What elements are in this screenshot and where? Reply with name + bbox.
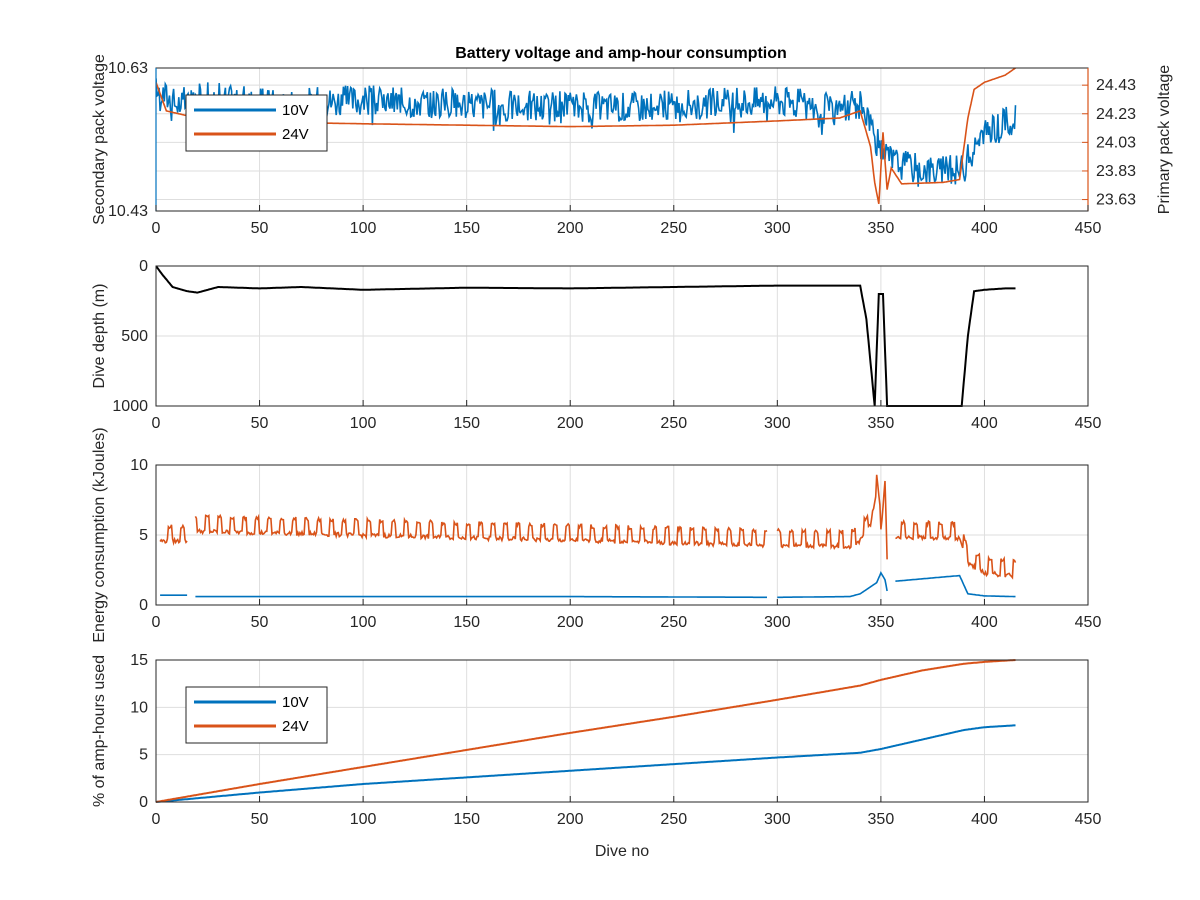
x-tick-label: 100 [350,220,377,237]
y-tick-label: 10 [130,457,148,474]
y2-axis-label: Primary pack voltage [1156,65,1173,214]
x-tick-label: 450 [1075,220,1102,237]
series-line-24v [159,474,1017,580]
x-tick-label: 400 [971,415,998,432]
subplot-1: 0 50 100 150 200 250 300 350 400 450 10.43 10.63 23.… [91,54,1173,237]
x-tick-label: 450 [1075,415,1102,432]
axes-box [155,265,1089,407]
x-tick-label: 200 [557,614,584,631]
x-tick-label: 100 [350,614,377,631]
x-tick-label: 0 [152,811,161,828]
y-tick-label: 0 [139,794,148,811]
x-tick-label: 350 [868,614,895,631]
x-tick-label: 250 [660,220,687,237]
y-tick-label: 10.63 [108,60,148,77]
legend-box [185,94,328,152]
x-tick-label: 250 [660,811,687,828]
x-tick-label: 150 [453,415,480,432]
x-tick-label: 150 [453,811,480,828]
x-tick-label: 50 [251,415,269,432]
y-tick-label: 15 [130,652,148,669]
x-axis-label: Dive no [595,843,649,860]
axes-box [155,659,1089,803]
y-tick-label: 1000 [112,398,148,415]
x-tick-label: 200 [557,415,584,432]
y2-tick-label: 24.03 [1096,134,1136,151]
x-tick-label: 300 [764,220,791,237]
y-tick-label: 0 [139,597,148,614]
subplot-2: 0 50 100 150 200 250 300 350 400 450 0 500 1000Dive … [91,258,1101,432]
x-tick-label: 400 [971,811,998,828]
y-tick-label: 10.43 [108,203,148,220]
x-tick-label: 400 [971,614,998,631]
y-tick-label: 5 [139,527,148,544]
x-tick-label: 150 [453,614,480,631]
x-tick-label: 300 [764,811,791,828]
x-tick-label: 350 [868,811,895,828]
axes-box [155,464,1089,606]
x-tick-label: 50 [251,614,269,631]
x-tick-label: 100 [350,811,377,828]
y-tick-label: 500 [121,328,148,345]
y-axis-label: % of amp-hours used [91,655,108,807]
series-line-10v [160,570,1016,599]
x-tick-label: 300 [764,614,791,631]
x-tick-label: 50 [251,811,269,828]
legend-label: 10V [282,102,309,119]
subplot-3: 0 50 100 150 200 250 300 350 400 450 0 5 10 Energy co… [91,427,1101,642]
x-tick-label: 300 [764,415,791,432]
legend-box [185,686,328,744]
y-tick-label: 5 [139,747,148,764]
y-axis-label: Energy consumption (kJoules) [91,427,108,642]
x-tick-label: 150 [453,220,480,237]
x-tick-label: 450 [1075,614,1102,631]
y2-tick-label: 23.63 [1096,192,1136,209]
y-tick-label: 0 [139,258,148,275]
x-tick-label: 450 [1075,811,1102,828]
x-tick-label: 200 [557,811,584,828]
y2-tick-label: 24.43 [1096,77,1136,94]
y2-tick-label: 23.83 [1096,163,1136,180]
legend-label: 10V [282,694,309,711]
series-line-10v [156,724,1016,803]
x-tick-label: 350 [868,415,895,432]
x-tick-label: 0 [152,614,161,631]
x-tick-label: 250 [660,415,687,432]
legend-label: 24V [282,718,309,735]
x-tick-label: 100 [350,415,377,432]
x-tick-label: 0 [152,220,161,237]
series-line-24v [156,659,1016,803]
series-line [156,265,1016,407]
x-tick-label: 0 [152,415,161,432]
x-tick-label: 50 [251,220,269,237]
x-tick-label: 250 [660,614,687,631]
x-tick-label: 200 [557,220,584,237]
y-axis-label: Secondary pack voltage [91,54,108,225]
x-tick-label: 350 [868,220,895,237]
y-tick-label: 10 [130,699,148,716]
y-axis-label: Dive depth (m) [91,284,108,389]
legend-label: 24V [282,126,309,143]
figure-title: Battery voltage and amp-hour consumption [455,45,787,62]
y2-tick-label: 24.23 [1096,106,1136,123]
subplot-4: 0 50 100 150 200 250 300 350 400 450 0 5 10 15 % of am… [91,652,1101,860]
x-tick-label: 400 [971,220,998,237]
